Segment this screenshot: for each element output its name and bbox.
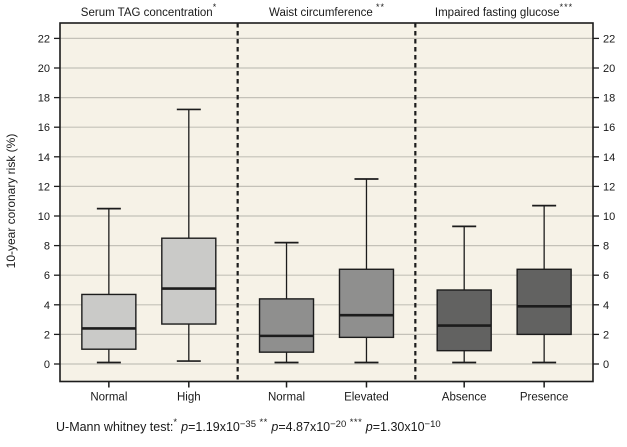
y-tick-label-left: 6	[44, 270, 50, 282]
y-tick-label-left: 22	[38, 33, 50, 45]
significance-mark: *	[212, 2, 218, 12]
panel-title-waist: Waist circumference **	[212, 2, 442, 19]
y-tick-label-right: 20	[603, 63, 615, 75]
y-tick-label-right: 18	[603, 93, 615, 105]
y-tick-label-right: 8	[603, 241, 609, 253]
footnote: U-Mann whitney test:* p=1.19x10−35 ** p=…	[56, 417, 441, 435]
y-tick-label-left: 20	[38, 63, 50, 75]
y-tick-label-right: 2	[603, 329, 609, 341]
panel-title-glucose: Impaired fasting glucose***	[389, 2, 619, 19]
panel-title-serum-tag: Serum TAG concentration*	[34, 2, 264, 19]
p-symbol: p	[271, 420, 279, 435]
category-label: High	[177, 392, 201, 404]
p-exponent: −35	[239, 418, 256, 430]
category-label: Elevated	[344, 392, 389, 404]
y-tick-label-right: 6	[603, 270, 609, 282]
p-symbol: p	[365, 420, 373, 435]
y-tick-label-right: 4	[603, 300, 609, 312]
panel-title-text: Impaired fasting glucose	[434, 6, 560, 19]
box	[258, 298, 315, 353]
p-value: =1.19x10	[188, 420, 240, 435]
y-tick-label-left: 14	[38, 152, 50, 164]
y-tick-label-right: 10	[603, 211, 615, 223]
footnote-prefix: U-Mann whitney test:	[56, 420, 174, 435]
box	[338, 268, 395, 339]
y-tick-label-left: 18	[38, 93, 50, 105]
p-symbol: p	[181, 420, 189, 435]
box	[81, 293, 137, 350]
y-tick-label-right: 22	[603, 33, 615, 45]
y-tick-label-right: 16	[603, 122, 615, 134]
category-label: Normal	[268, 392, 305, 404]
y-tick-label-left: 2	[44, 329, 50, 341]
significance-mark: **	[375, 2, 385, 12]
panel-title-text: Waist circumference	[269, 6, 376, 19]
p-exponent: −20	[330, 418, 347, 430]
category-label: Absence	[442, 392, 487, 404]
y-tick-label-right: 0	[603, 359, 609, 371]
box	[161, 237, 217, 325]
y-tick-label-left: 4	[44, 300, 50, 312]
y-tick-label-left: 0	[44, 359, 50, 371]
y-tick-label-right: 14	[603, 152, 615, 164]
y-tick-label-left: 8	[44, 241, 50, 253]
significance-mark: **	[259, 417, 268, 428]
significance-mark: *	[173, 417, 178, 428]
box	[516, 268, 572, 336]
y-tick-label-right: 12	[603, 181, 615, 193]
p-value: =4.87x10	[278, 420, 331, 435]
category-label: Normal	[90, 392, 127, 404]
p-exponent: −10	[424, 418, 441, 430]
y-tick-label-left: 10	[38, 211, 50, 223]
plot-background	[60, 23, 593, 382]
box	[436, 289, 492, 352]
significance-mark: ***	[349, 417, 363, 428]
significance-mark: ***	[559, 2, 574, 12]
y-axis-title: 10-year coronary risk (%)	[4, 133, 18, 269]
y-tick-label-left: 12	[38, 181, 50, 193]
panel-title-text: Serum TAG concentration	[80, 6, 213, 19]
plot-frame	[59, 22, 594, 383]
y-tick-label-left: 16	[38, 122, 50, 134]
category-label: Presence	[520, 392, 569, 404]
p-value: =1.30x10	[372, 420, 425, 435]
